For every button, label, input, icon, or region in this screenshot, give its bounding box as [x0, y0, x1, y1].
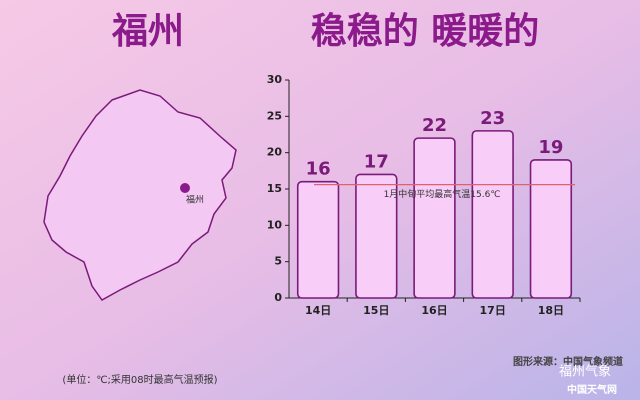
value-label: 19	[538, 137, 563, 158]
x-tick-label: 16日	[421, 304, 447, 317]
source: 图形来源：中国气象频道	[513, 355, 623, 368]
footnote: (单位：℃;采用08时最高气温预报)	[62, 373, 217, 386]
y-tick-label: 15	[267, 182, 282, 195]
bar	[529, 159, 573, 299]
watermark-site: 中国天气网	[567, 383, 617, 396]
x-tick-label: 17日	[480, 304, 506, 317]
bar	[471, 130, 514, 299]
y-tick-label: 20	[267, 146, 283, 159]
reference-label: 1月中旬平均最高气温15.6℃	[384, 188, 501, 200]
map-marker	[180, 183, 190, 193]
value-label: 23	[480, 108, 505, 129]
y-tick-label: 25	[267, 109, 282, 122]
x-tick-label: 15日	[363, 304, 389, 317]
y-tick-label: 10	[267, 218, 283, 231]
y-tick-label: 0	[274, 291, 282, 304]
y-tick-label: 30	[267, 73, 283, 86]
value-label: 16	[306, 159, 331, 180]
map-fujian	[43, 89, 237, 301]
title-left: 福州	[111, 11, 184, 52]
watermark-wechat: 福州气象	[559, 364, 611, 380]
map-label: 福州	[186, 194, 204, 206]
value-label: 22	[422, 115, 447, 136]
value-label: 17	[364, 151, 389, 172]
bar	[355, 173, 398, 299]
bar	[296, 180, 340, 299]
y-tick-label: 5	[274, 255, 282, 268]
x-tick-label: 14日	[305, 304, 331, 317]
x-tick-label: 18日	[538, 304, 564, 317]
title-right: 稳稳的 暖暖的	[311, 11, 540, 52]
bar	[413, 137, 456, 299]
